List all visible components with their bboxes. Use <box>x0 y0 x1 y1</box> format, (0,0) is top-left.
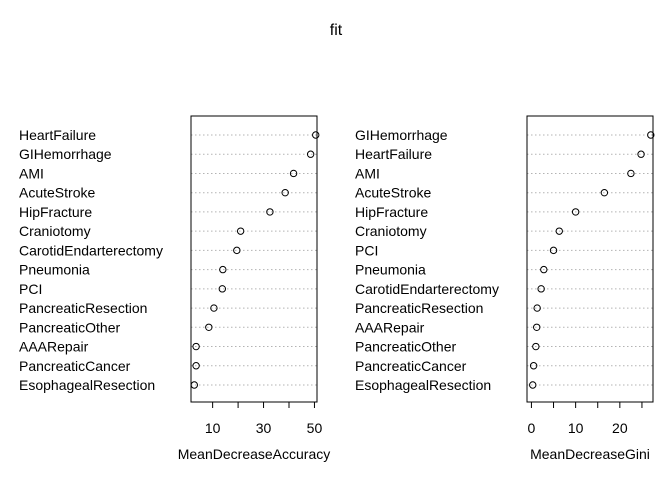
category-label: Pneumonia <box>19 262 90 278</box>
x-tick-label: 0 <box>528 420 536 436</box>
data-point <box>281 188 289 197</box>
category-label: GIHemorrhage <box>19 146 112 162</box>
data-point <box>571 208 580 216</box>
category-label: AAARepair <box>19 339 89 355</box>
category-label: AAARepair <box>355 319 425 335</box>
category-label: PancreaticOther <box>19 319 120 335</box>
category-label: HeartFailure <box>19 127 96 143</box>
data-point <box>533 304 541 312</box>
category-label: Craniotomy <box>355 223 427 239</box>
data-point <box>529 381 537 389</box>
category-label: PancreaticResection <box>355 300 483 316</box>
category-label: HipFracture <box>19 204 92 220</box>
x-tick-label: 20 <box>612 420 628 436</box>
data-point <box>192 342 200 351</box>
data-point <box>540 265 548 274</box>
figure-title: fit <box>330 22 343 39</box>
category-label: GIHemorrhage <box>355 127 448 143</box>
category-label: EsophagealResection <box>355 377 491 393</box>
category-label: EsophagealResection <box>19 377 155 393</box>
data-point <box>192 362 200 370</box>
category-label: PancreaticResection <box>19 300 147 316</box>
data-point <box>289 169 298 178</box>
data-point <box>529 362 538 370</box>
category-label: AcuteStroke <box>355 185 431 201</box>
data-point <box>532 342 540 351</box>
data-point <box>637 150 645 158</box>
plot-frame <box>526 115 654 403</box>
category-label: PancreaticCancer <box>19 358 131 374</box>
data-point <box>218 285 227 293</box>
data-point <box>236 227 245 235</box>
category-label: CarotidEndarterectomy <box>19 242 163 258</box>
plot-frame <box>190 115 318 403</box>
data-point <box>537 285 545 293</box>
data-point <box>233 246 241 255</box>
category-label: HipFracture <box>355 204 428 220</box>
category-label: Craniotomy <box>19 223 91 239</box>
data-point <box>312 131 320 139</box>
category-label: PCI <box>19 281 42 297</box>
category-label: Pneumonia <box>355 262 426 278</box>
category-label: HeartFailure <box>355 146 432 162</box>
x-axis-label: MeanDecreaseGini <box>530 446 650 462</box>
category-label: CarotidEndarterectomy <box>355 281 499 297</box>
data-point <box>205 323 213 331</box>
data-point <box>306 150 315 158</box>
data-point <box>600 188 609 197</box>
x-tick-label: 30 <box>256 420 272 436</box>
category-label: PancreaticOther <box>355 339 456 355</box>
data-point <box>555 227 563 235</box>
category-label: AMI <box>19 165 44 181</box>
category-label: PCI <box>355 242 378 258</box>
panel-mean-decrease-gini: GIHemorrhage HeartFailure AMI AcuteStroke Hi… <box>355 115 655 462</box>
x-axis-label: MeanDecreaseAccuracy <box>178 446 331 462</box>
data-point <box>533 323 541 331</box>
category-label: AcuteStroke <box>19 185 95 201</box>
x-tick-label: 10 <box>568 420 584 436</box>
x-tick-label: 10 <box>205 420 221 436</box>
data-point <box>219 265 227 274</box>
data-point <box>627 169 635 178</box>
category-label: PancreaticCancer <box>355 358 467 374</box>
data-point <box>266 208 274 216</box>
category-label: AMI <box>355 165 380 181</box>
data-point <box>549 246 558 255</box>
data-point <box>210 304 218 312</box>
x-tick-label: 50 <box>307 420 323 436</box>
data-point <box>647 131 655 139</box>
panel-mean-decrease-accuracy: HeartFailure GIHemorrhage AMI AcuteStroke Hi… <box>19 115 331 462</box>
